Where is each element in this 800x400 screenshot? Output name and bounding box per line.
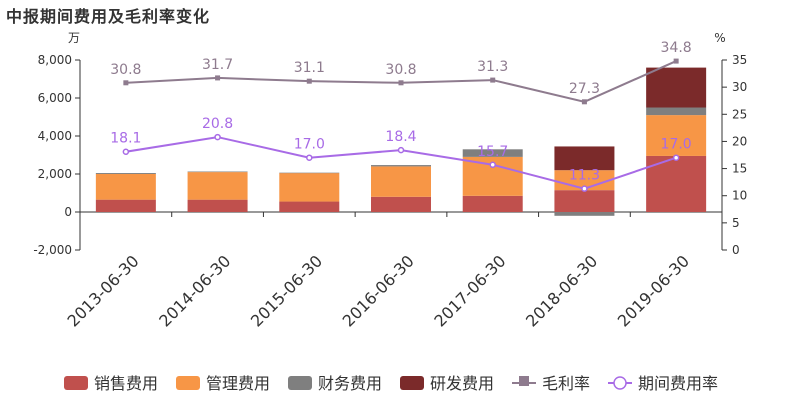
data-label-毛利率: 30.8 <box>385 62 416 78</box>
y-tick-label-left: 0 <box>64 205 72 219</box>
bar-财务费用 <box>646 107 707 116</box>
y-tick-label-right: 35 <box>732 53 747 67</box>
x-tick-label: 2019-06-30 <box>614 251 693 330</box>
y-tick-label-right: 25 <box>732 107 747 121</box>
x-tick-label: 2016-06-30 <box>339 251 418 330</box>
point-毛利率 <box>398 80 404 86</box>
y-tick-label-left: 6,000 <box>38 91 72 105</box>
bar-销售费用 <box>554 190 615 212</box>
y-tick-label-right: 20 <box>732 134 747 148</box>
bar-管理费用 <box>95 174 156 200</box>
legend-label: 财务费用 <box>318 374 382 393</box>
data-label-期间费用率: 20.8 <box>202 116 233 132</box>
data-label-毛利率: 31.7 <box>202 57 233 73</box>
legend-marker <box>519 376 529 386</box>
legend-label: 管理费用 <box>206 374 270 393</box>
bar-研发费用 <box>554 146 615 171</box>
bar-管理费用 <box>646 115 707 156</box>
point-毛利率 <box>306 78 312 84</box>
data-label-毛利率: 27.3 <box>569 81 600 97</box>
left-unit-label: 万 <box>68 31 80 45</box>
legend-swatch <box>64 376 88 390</box>
data-label-期间费用率: 18.1 <box>110 131 141 147</box>
bar-销售费用 <box>279 201 340 212</box>
point-期间费用率 <box>672 154 680 161</box>
bar-财务费用 <box>371 165 431 167</box>
right-unit-label: % <box>714 31 725 45</box>
y-tick-label-left: 4,000 <box>38 129 72 143</box>
legend-swatch <box>400 376 424 390</box>
x-tick-label: 2015-06-30 <box>247 251 326 330</box>
data-label-毛利率: 34.8 <box>661 40 692 56</box>
data-label-期间费用率: 17.0 <box>294 137 325 153</box>
chart-title: 中报期间费用及毛利率变化 <box>6 7 211 26</box>
y-tick-label-right: 5 <box>732 216 740 230</box>
point-毛利率 <box>123 80 129 86</box>
data-label-毛利率: 30.8 <box>110 62 141 78</box>
y-tick-label-left: -2,000 <box>33 243 72 257</box>
legend-label: 研发费用 <box>430 374 494 393</box>
x-tick-label: 2018-06-30 <box>522 251 601 330</box>
legend-swatch <box>288 376 312 390</box>
bar-管理费用 <box>371 166 431 197</box>
data-label-毛利率: 31.3 <box>477 59 508 75</box>
bar-管理费用 <box>279 173 340 202</box>
y-tick-label-left: 8,000 <box>38 53 72 67</box>
bar-财务费用 <box>279 172 340 174</box>
legend-label: 期间费用率 <box>638 374 718 393</box>
x-tick-label: 2013-06-30 <box>64 251 143 330</box>
legend-swatch <box>176 376 200 390</box>
bar-财务费用 <box>95 173 156 174</box>
point-期间费用率 <box>214 133 221 141</box>
point-期间费用率 <box>397 146 405 154</box>
y-tick-label-right: 10 <box>732 189 747 203</box>
point-毛利率 <box>215 75 221 81</box>
bar-研发费用 <box>646 67 707 108</box>
y-tick-label-right: 0 <box>732 243 740 257</box>
bar-管理费用 <box>187 172 248 200</box>
point-毛利率 <box>673 58 679 64</box>
bar-销售费用 <box>371 196 431 212</box>
data-label-期间费用率: 15.7 <box>477 144 508 160</box>
data-label-毛利率: 31.1 <box>294 60 325 76</box>
point-期间费用率 <box>581 185 588 192</box>
data-label-期间费用率: 18.4 <box>385 129 416 145</box>
point-期间费用率 <box>489 161 496 169</box>
point-毛利率 <box>490 77 496 83</box>
point-期间费用率 <box>306 154 313 161</box>
legend-marker <box>613 376 627 390</box>
bar-财务费用 <box>554 212 615 216</box>
bar-财务费用 <box>462 149 523 157</box>
y-tick-label-left: 2,000 <box>38 167 72 181</box>
legend-label: 毛利率 <box>542 374 590 393</box>
bar-销售费用 <box>95 199 156 212</box>
data-label-期间费用率: 17.0 <box>661 137 692 153</box>
bar-财务费用 <box>187 171 248 173</box>
point-毛利率 <box>581 99 587 105</box>
point-期间费用率 <box>122 148 130 155</box>
legend-label: 销售费用 <box>94 374 158 393</box>
bar-销售费用 <box>187 199 248 212</box>
bar-销售费用 <box>462 195 523 212</box>
x-tick-label: 2017-06-30 <box>430 251 509 330</box>
x-tick-label: 2014-06-30 <box>155 251 234 330</box>
y-tick-label-right: 30 <box>732 80 747 94</box>
data-label-期间费用率: 11.3 <box>569 168 600 184</box>
y-tick-label-right: 15 <box>732 162 747 176</box>
